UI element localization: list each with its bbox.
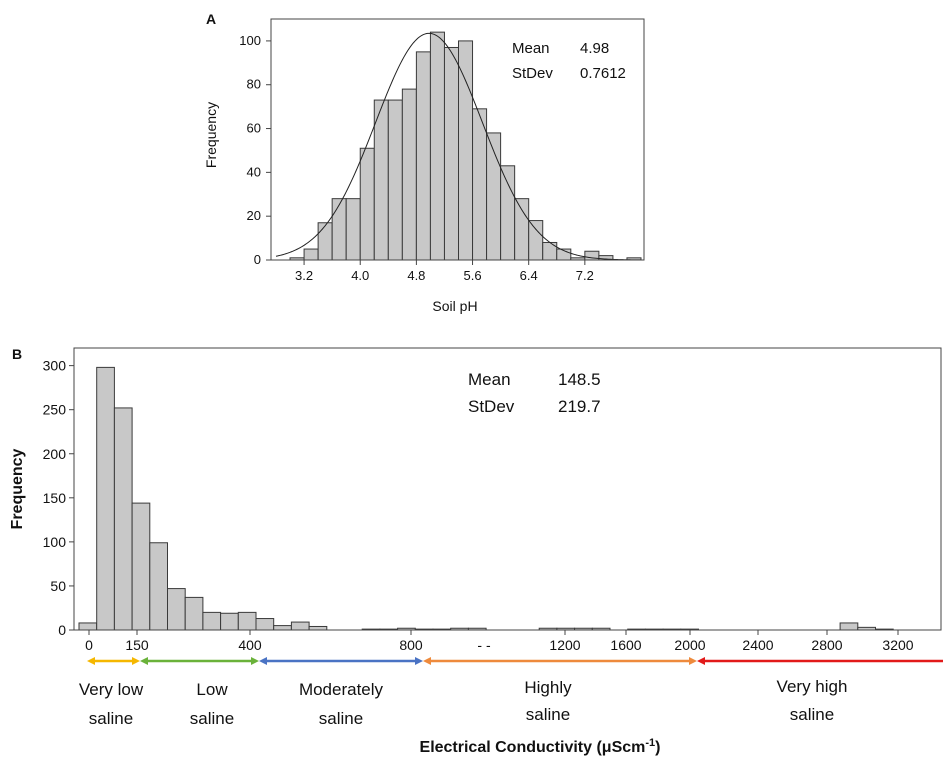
histogram-bar <box>303 248 319 261</box>
y-tick-label: 60 <box>247 121 261 136</box>
panel-label-a: A <box>206 11 216 27</box>
histogram-bar <box>458 40 474 261</box>
histogram-bar <box>415 51 431 261</box>
stat-label-stdev-a: StDev <box>512 65 553 82</box>
x-tick-label: 4.0 <box>351 268 369 283</box>
stat-label-mean-a: Mean <box>512 40 550 57</box>
y-tick-label: 0 <box>254 252 261 267</box>
x-tick-label: 6.4 <box>520 268 538 283</box>
histogram-bar <box>317 222 333 261</box>
histogram-a-bars <box>289 31 642 261</box>
y-axis-ticks-a: 0 20 40 60 80 100 <box>239 33 271 267</box>
histogram-bar <box>345 198 361 261</box>
y-axis-title-a: Frequency <box>203 102 219 168</box>
x-tick-label: 5.6 <box>463 268 481 283</box>
histogram-bar <box>373 99 389 261</box>
plot-frame-a <box>270 18 645 261</box>
stat-value-mean-a: 4.98 <box>580 40 609 57</box>
x-tick-label: 7.2 <box>576 268 594 283</box>
y-tick-label: 40 <box>247 164 261 179</box>
histogram-bar <box>387 99 403 261</box>
histogram-bar <box>542 241 558 261</box>
histogram-bar <box>472 108 488 261</box>
histogram-bar <box>331 198 347 261</box>
x-axis-ticks-a: 3.2 4.0 4.8 5.6 6.4 7.2 <box>295 260 594 283</box>
x-tick-label: 4.8 <box>407 268 425 283</box>
histogram-bar <box>514 198 530 261</box>
y-tick-label: 20 <box>247 208 261 223</box>
normal-fit-curve <box>275 32 642 261</box>
x-tick-label: 3.2 <box>295 268 313 283</box>
histogram-bar <box>528 220 544 261</box>
stat-value-stdev-a: 0.7612 <box>580 65 626 82</box>
x-axis-title-a: Soil pH <box>432 298 477 314</box>
histogram-bar <box>500 165 516 261</box>
histogram-bar <box>359 147 375 261</box>
histogram-bar <box>429 31 445 261</box>
y-tick-label: 100 <box>239 33 261 48</box>
histogram-bar <box>401 88 417 261</box>
y-tick-label: 80 <box>247 77 261 92</box>
histogram-bar <box>443 46 460 261</box>
